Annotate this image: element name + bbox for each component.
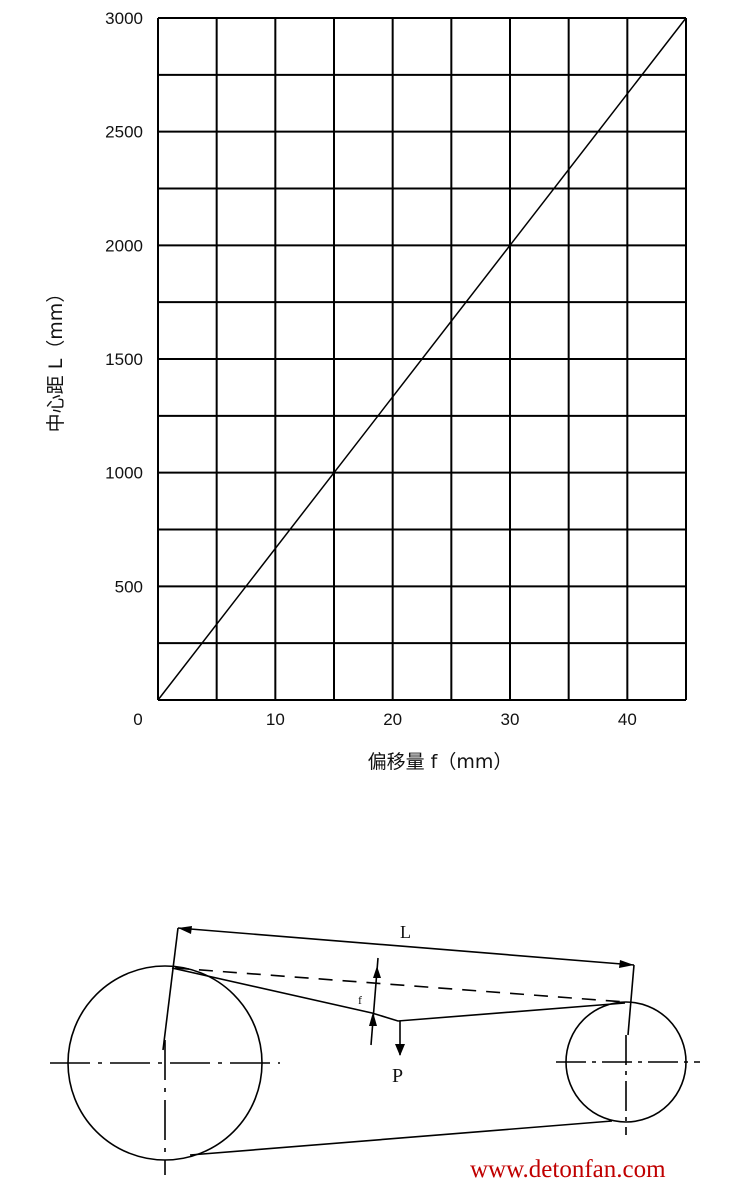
label-f: f <box>358 993 362 1007</box>
series-line <box>157 17 687 701</box>
arrowhead <box>369 1012 377 1026</box>
y-tick-labels: 500 1000 1500 2000 2500 3000 <box>105 9 143 596</box>
x-tick-label: 40 <box>618 710 637 729</box>
y-tick-label: 3000 <box>105 9 143 28</box>
y-tick-label: 1000 <box>105 464 143 483</box>
x-tick-label: 10 <box>266 710 285 729</box>
extension-line <box>162 927 179 1051</box>
arrowhead <box>395 1044 405 1056</box>
belt-bottom <box>189 1120 613 1156</box>
arrowhead <box>619 960 634 968</box>
arrowhead <box>178 926 192 934</box>
series <box>157 17 687 701</box>
y-tick-label: 2500 <box>105 123 143 142</box>
belt-top-deflected <box>171 967 626 1022</box>
arrowhead <box>373 966 381 978</box>
watermark: www.detonfan.com <box>470 1156 666 1183</box>
grid <box>157 17 687 701</box>
x-tick-label: 30 <box>501 710 520 729</box>
x-tick-labels: 0 10 20 30 40 <box>133 710 637 729</box>
x-axis-label: 偏移量 f（mm） <box>368 751 513 773</box>
y-tick-label: 500 <box>115 577 143 596</box>
x-tick-label: 0 <box>133 710 142 729</box>
y-tick-label: 2000 <box>105 236 143 255</box>
dimension-f <box>370 957 379 1046</box>
label-P: P <box>392 1065 403 1087</box>
x-tick-label: 20 <box>383 710 402 729</box>
dimension-L <box>177 927 635 966</box>
y-axis-label: 中心距 L（mm） <box>45 284 67 433</box>
chart: 0 10 20 30 40 500 1000 1500 2000 2500 3000 偏移量 f（… <box>45 9 687 773</box>
y-tick-label: 1500 <box>105 350 143 369</box>
belt-undeflected <box>174 967 626 1003</box>
small-pulley <box>565 1001 687 1123</box>
large-pulley <box>67 965 263 1161</box>
extension-line <box>627 964 635 1036</box>
label-L: L <box>400 922 411 942</box>
